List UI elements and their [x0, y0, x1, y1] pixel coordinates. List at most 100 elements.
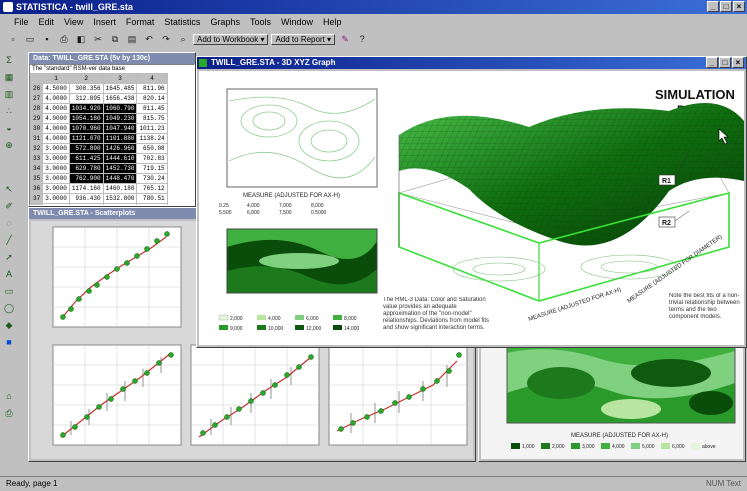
spreadsheet-cell[interactable]: 1138.24 — [136, 133, 168, 144]
spreadsheet-table[interactable]: 1 2 3 4 26 4.5000 308.356 1645.485 811.96 27 4… — [30, 73, 168, 205]
select-all-icon[interactable]: ⌂ — [6, 391, 12, 401]
spreadsheet-cell[interactable]: 1656.438 — [102, 93, 138, 104]
spreadsheet-grid[interactable]: The "standard" RSM-ver data base 1 2 3 4… — [29, 64, 195, 206]
maximize-button[interactable]: □ — [720, 1, 732, 12]
spreadsheet-cell[interactable]: 611.425 — [68, 153, 104, 164]
spreadsheet-cell[interactable]: 3.0000 — [42, 163, 70, 174]
spreadsheet-cell[interactable]: 308.356 — [68, 83, 104, 94]
row-header[interactable]: 33 — [30, 153, 44, 164]
save-icon[interactable]: ▪ — [45, 33, 49, 44]
spreadsheet-cell[interactable]: 815.75 — [136, 113, 168, 124]
spreadsheet-cell[interactable]: 3.0000 — [42, 173, 70, 184]
graph-maximize-button[interactable]: □ — [719, 57, 731, 68]
spreadsheet-row[interactable]: 34 3.0000 629.780 1452.730 719.15 — [30, 163, 168, 174]
spreadsheet-cell[interactable]: 1060.790 — [102, 103, 138, 114]
print-tool-icon[interactable]: ⎙ — [5, 408, 13, 418]
scatter-icon[interactable]: ∴ — [6, 106, 12, 116]
spreadsheet-cell[interactable]: 1448.470 — [102, 173, 138, 184]
print-icon[interactable]: ⎙ — [60, 33, 68, 44]
minimize-button[interactable]: _ — [707, 1, 719, 12]
spreadsheet-cell[interactable]: 572.890 — [68, 143, 104, 154]
stats-icon[interactable]: Σ — [6, 55, 12, 65]
copy-icon[interactable]: ⧉ — [111, 33, 119, 44]
histogram-icon[interactable]: ▥ — [4, 89, 14, 99]
spreadsheet-cell[interactable]: 4.0000 — [42, 103, 70, 114]
spreadsheet-cell[interactable]: 629.780 — [68, 163, 104, 174]
spreadsheet-cell[interactable]: 702.83 — [136, 153, 168, 164]
pencil-icon[interactable]: ✎ — [341, 33, 349, 44]
find-icon[interactable]: ⌕ — [180, 33, 186, 44]
spreadsheet-cell[interactable]: 312.895 — [68, 93, 104, 104]
spreadsheet-cell[interactable]: 4.0000 — [42, 93, 70, 104]
spreadsheet-row[interactable]: 33 3.0000 611.425 1444.610 702.83 — [30, 153, 168, 164]
zoom-icon[interactable]: ⊕ — [5, 140, 13, 150]
spreadsheet-cell[interactable]: 4.0000 — [42, 123, 70, 134]
spreadsheet-cell[interactable]: 1034.920 — [68, 103, 104, 114]
menu-help[interactable]: Help — [322, 17, 342, 27]
menu-insert[interactable]: Insert — [93, 17, 116, 27]
spreadsheet-row[interactable]: 384.0000992.6051593.740790.74 — [30, 203, 168, 205]
spreadsheet-cell[interactable]: 780.51 — [136, 193, 168, 204]
spreadsheet-cell[interactable]: 719.15 — [136, 163, 168, 174]
graph-icon[interactable]: ▦ — [4, 72, 14, 82]
spreadsheet-cell[interactable]: 1452.730 — [102, 163, 138, 174]
row-header[interactable]: 28 — [30, 103, 44, 114]
fill-icon[interactable]: ◆ — [5, 320, 13, 330]
row-header[interactable]: 38 — [30, 203, 44, 205]
column-header[interactable]: 3 — [102, 73, 138, 84]
menu-window[interactable]: Window — [280, 17, 313, 27]
spreadsheet-cell[interactable]: 4.0000 — [42, 203, 70, 205]
open-folder-icon[interactable]: ▭ — [25, 33, 35, 44]
menu-edit[interactable]: Edit — [38, 17, 55, 27]
spreadsheet-cell[interactable]: 4.0000 — [42, 113, 70, 124]
spreadsheet-cell[interactable]: 1174.160 — [68, 183, 104, 194]
menu-graphs[interactable]: Graphs — [210, 17, 240, 27]
spreadsheet-cell[interactable]: 1645.485 — [102, 83, 138, 94]
column-header[interactable]: 2 — [68, 73, 104, 84]
surface-icon[interactable]: ◒ — [6, 123, 12, 133]
undo-icon[interactable]: ↶ — [145, 33, 153, 44]
spreadsheet-cell[interactable]: 4.0000 — [42, 133, 70, 144]
menu-tools[interactable]: Tools — [249, 17, 271, 27]
spreadsheet-row[interactable]: 27 4.0000 312.895 1656.438 820.14 — [30, 93, 168, 104]
spreadsheet-cell[interactable]: 936.430 — [68, 193, 104, 204]
redo-icon[interactable]: ↷ — [162, 33, 170, 44]
row-header[interactable]: 31 — [30, 133, 44, 144]
add-to-report-button[interactable]: Add to Report ▾ — [271, 33, 336, 45]
spreadsheet-cell[interactable]: 1460.180 — [102, 183, 138, 194]
spreadsheet-cell[interactable]: 3.0000 — [42, 143, 70, 154]
column-header[interactable]: 4 — [136, 73, 168, 84]
spreadsheet-row[interactable]: 36 3.0000 1174.160 1460.180 765.12 — [30, 183, 168, 194]
row-header[interactable]: 26 — [30, 83, 44, 94]
spreadsheet-cell[interactable]: 1101.880 — [102, 133, 138, 144]
spreadsheet-cell[interactable]: 3.0000 — [42, 183, 70, 194]
close-button[interactable]: × — [733, 1, 745, 12]
spreadsheet-row[interactable]: 28 4.0000 1034.920 1060.790 811.45 — [30, 103, 168, 114]
row-header[interactable]: 35 — [30, 173, 44, 184]
pointer-icon[interactable]: ↖ — [5, 184, 13, 194]
spreadsheet-cell[interactable]: 1593.740 — [102, 203, 138, 205]
row-header[interactable]: 34 — [30, 163, 44, 174]
spreadsheet-cell[interactable]: 1011.23 — [136, 123, 168, 134]
lasso-icon[interactable]: ◌ — [6, 218, 12, 228]
spreadsheet-cell[interactable]: 1426.960 — [102, 143, 138, 154]
help-pointer-icon[interactable]: ? — [359, 33, 365, 44]
spreadsheet-cell[interactable]: 820.14 — [136, 93, 168, 104]
spreadsheet-cell[interactable]: 3.0000 — [42, 153, 70, 164]
row-header[interactable]: 36 — [30, 183, 44, 194]
spreadsheet-cell[interactable]: 1532.800 — [102, 193, 138, 204]
spreadsheet-cell[interactable]: 1121.070 — [68, 133, 104, 144]
row-header[interactable]: 30 — [30, 123, 44, 134]
paste-icon[interactable]: ▤ — [127, 33, 137, 44]
spreadsheet-row[interactable]: 30 4.0000 1070.960 1047.940 1011.23 — [30, 123, 168, 134]
spreadsheet-cell[interactable]: 1049.230 — [102, 113, 138, 124]
row-header[interactable]: 27 — [30, 93, 44, 104]
spreadsheet-row[interactable]: 37 3.0000 936.430 1532.800 780.51 — [30, 193, 168, 204]
spreadsheet-cell[interactable]: 3.0000 — [42, 193, 70, 204]
spreadsheet-cell[interactable]: 1444.610 — [102, 153, 138, 164]
spreadsheet-cell[interactable]: 811.96 — [136, 83, 168, 94]
menu-file[interactable]: File — [14, 17, 29, 27]
spreadsheet-cell[interactable]: 4.5000 — [42, 83, 70, 94]
ellipse-tool-icon[interactable]: ◯ — [3, 303, 15, 313]
spreadsheet-cell[interactable]: 1070.960 — [68, 123, 104, 134]
